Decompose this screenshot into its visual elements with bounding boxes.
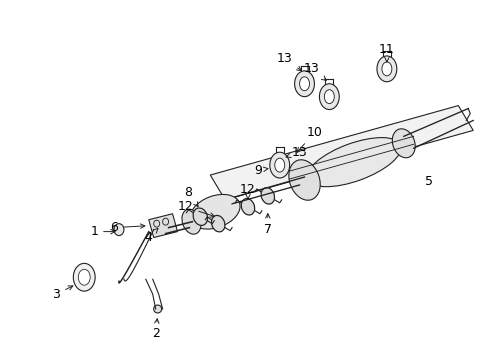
Text: 11: 11: [378, 42, 394, 62]
Ellipse shape: [294, 71, 314, 96]
Ellipse shape: [376, 56, 396, 82]
Ellipse shape: [391, 129, 414, 158]
Text: 6: 6: [110, 221, 144, 234]
Ellipse shape: [306, 138, 400, 187]
Ellipse shape: [274, 158, 284, 172]
Ellipse shape: [381, 62, 391, 76]
Ellipse shape: [269, 152, 289, 178]
Ellipse shape: [299, 77, 309, 91]
Ellipse shape: [261, 188, 274, 204]
Text: 13: 13: [303, 62, 325, 80]
Text: 1: 1: [90, 225, 115, 238]
Ellipse shape: [319, 84, 339, 109]
Polygon shape: [148, 214, 177, 238]
Text: 4: 4: [144, 228, 158, 244]
Ellipse shape: [78, 269, 90, 285]
Ellipse shape: [241, 199, 254, 215]
Text: 10: 10: [297, 126, 322, 152]
Text: 5: 5: [424, 175, 432, 189]
Text: 3: 3: [52, 286, 73, 301]
Text: 12: 12: [177, 200, 214, 217]
Ellipse shape: [73, 264, 95, 291]
Text: 13: 13: [276, 53, 301, 71]
Ellipse shape: [182, 209, 201, 234]
Text: 9: 9: [253, 163, 267, 176]
Ellipse shape: [324, 90, 334, 104]
Text: 8: 8: [184, 186, 198, 207]
Text: 2: 2: [151, 319, 159, 340]
Text: 7: 7: [264, 213, 271, 236]
Ellipse shape: [288, 160, 320, 200]
Ellipse shape: [153, 305, 162, 313]
Text: 13: 13: [285, 146, 307, 159]
Ellipse shape: [114, 224, 123, 235]
Ellipse shape: [190, 194, 240, 229]
Text: 12: 12: [240, 184, 255, 199]
Ellipse shape: [193, 208, 207, 225]
Ellipse shape: [211, 215, 224, 232]
Polygon shape: [210, 105, 472, 200]
